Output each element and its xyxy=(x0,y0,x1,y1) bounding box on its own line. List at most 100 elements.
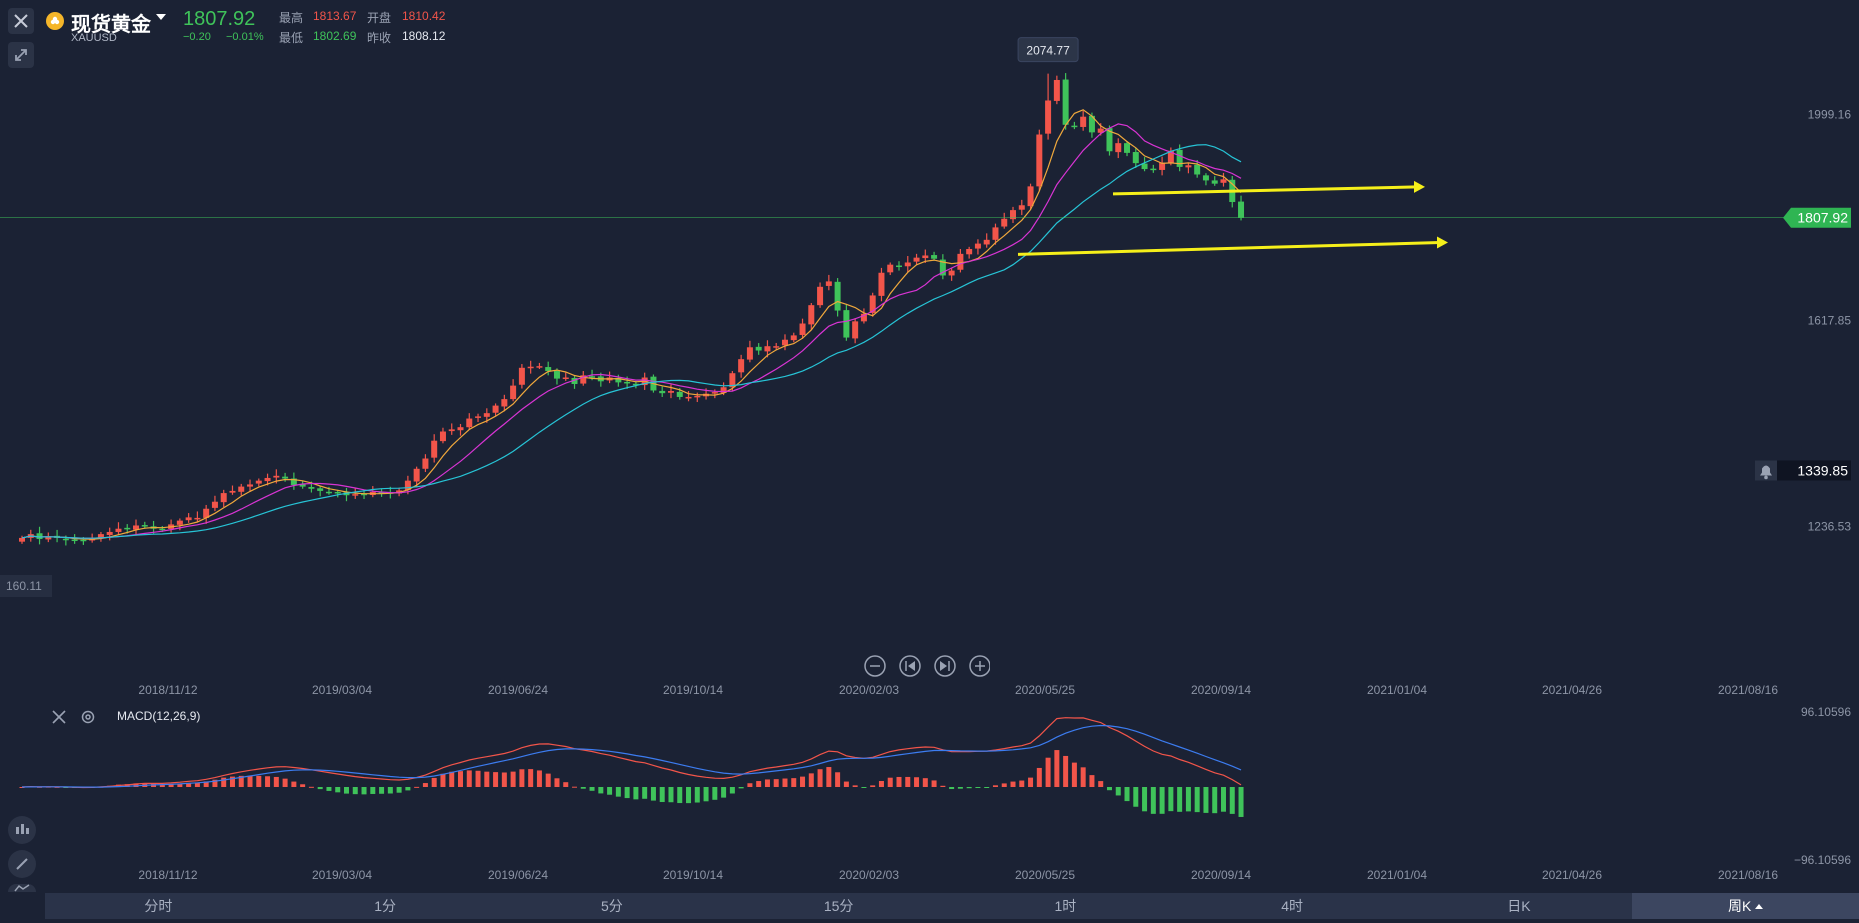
macd-bar xyxy=(572,786,578,788)
period-tab[interactable]: 日K xyxy=(1507,898,1531,914)
price-change: −0.20 xyxy=(183,31,211,43)
candle xyxy=(1238,195,1245,221)
close-icon xyxy=(14,14,28,28)
macd-bar xyxy=(721,787,727,798)
macd-bar xyxy=(1150,787,1156,814)
last-price: 1807.92 xyxy=(183,8,256,30)
indicator-tool-button[interactable] xyxy=(8,884,36,892)
macd-bar xyxy=(387,787,393,794)
gear-icon[interactable] xyxy=(80,709,96,725)
close-button[interactable] xyxy=(8,8,34,34)
instrument-name[interactable]: 现货黄金 xyxy=(71,14,151,36)
candle xyxy=(141,521,148,529)
candle xyxy=(992,223,999,245)
macd-bar xyxy=(835,772,841,787)
candles-tool-button[interactable] xyxy=(8,816,36,844)
jump-last-button[interactable] xyxy=(934,655,956,677)
open-label: 开盘 xyxy=(367,11,392,25)
jump-first-button[interactable] xyxy=(899,655,921,677)
bell-icon[interactable] xyxy=(1760,465,1772,480)
price-alert[interactable]: 1339.85 xyxy=(1755,460,1851,481)
candle xyxy=(501,394,508,412)
macd-bar xyxy=(966,787,972,789)
close-indicator-icon[interactable] xyxy=(51,709,67,725)
candle xyxy=(536,362,543,369)
candlestick-chart[interactable]: 2074.77 1999.16 1617.85 1236.53 1807.92 1339.… xyxy=(0,0,1859,893)
period-tab[interactable]: 1时 xyxy=(1054,898,1077,914)
candle xyxy=(97,531,104,542)
period-tab[interactable]: 周K xyxy=(1632,893,1859,919)
macd-bar xyxy=(1185,787,1191,812)
trendline[interactable] xyxy=(1017,236,1448,256)
macd-bar xyxy=(773,779,779,787)
macd-title: MACD(12,26,9) xyxy=(117,709,201,723)
candle xyxy=(843,304,850,341)
instrument-symbol: XAUUSD xyxy=(71,32,117,44)
trendline[interactable] xyxy=(1112,180,1425,196)
expand-icon xyxy=(15,49,27,61)
macd-bar xyxy=(650,787,656,801)
macd-bar xyxy=(510,771,516,787)
macd-bar xyxy=(484,771,490,787)
expand-button[interactable] xyxy=(8,42,34,68)
date-axis-label: 2019/03/04 xyxy=(312,868,372,882)
macd-bar xyxy=(878,781,884,787)
macd-bar xyxy=(1028,777,1034,787)
period-tab[interactable]: 5分 xyxy=(600,898,623,914)
max-price-label: 2074.77 xyxy=(1026,44,1070,58)
chevron-down-icon[interactable] xyxy=(156,14,166,20)
macd-bar xyxy=(1212,787,1218,814)
period-tab[interactable]: 分时 xyxy=(144,898,173,914)
trendline-layer xyxy=(1017,180,1448,256)
low-value: 1802.69 xyxy=(313,29,357,43)
date-axis-label: 2021/04/26 xyxy=(1542,683,1602,697)
macd-bar xyxy=(186,782,192,787)
candle xyxy=(220,489,227,508)
macd-bar xyxy=(159,784,165,787)
ma20-line xyxy=(21,144,1242,539)
candle xyxy=(361,489,368,500)
candle xyxy=(685,391,692,402)
macd-bar xyxy=(282,778,288,787)
macd-bar xyxy=(782,778,788,787)
candle xyxy=(939,254,946,280)
macd-bar xyxy=(1045,757,1051,787)
macd-bar xyxy=(554,778,560,787)
candle xyxy=(1211,176,1218,186)
candle xyxy=(203,504,210,524)
draw-tool-button[interactable] xyxy=(8,850,36,878)
macd-bar xyxy=(756,781,762,787)
candle xyxy=(229,485,236,495)
axis-layer: 2074.77 1999.16 1617.85 1236.53 1807.92 1339.… xyxy=(0,37,1851,882)
candle xyxy=(466,413,473,430)
candle xyxy=(492,403,499,416)
candle xyxy=(255,478,262,487)
zoom-in-button[interactable] xyxy=(969,655,990,677)
macd-bar xyxy=(940,785,946,787)
candle xyxy=(746,340,753,363)
zoom-out-button[interactable] xyxy=(864,655,886,677)
macd-bar xyxy=(1098,781,1104,787)
macd-bar xyxy=(414,786,420,788)
macd-bar xyxy=(1115,787,1121,796)
candle xyxy=(106,527,113,541)
candle xyxy=(115,522,122,535)
macd-bar xyxy=(326,787,332,791)
date-axis-label: 2019/06/24 xyxy=(488,868,548,882)
macd-bar xyxy=(747,783,753,787)
candle xyxy=(1001,212,1008,229)
candle xyxy=(1062,73,1069,130)
candle xyxy=(1036,129,1043,191)
period-tab[interactable]: 4时 xyxy=(1281,898,1304,914)
ma5-line xyxy=(21,109,1242,540)
macd-bar xyxy=(1133,787,1139,807)
candle xyxy=(247,479,254,492)
period-tab[interactable]: 1分 xyxy=(374,898,397,914)
macd-bar xyxy=(361,787,367,795)
candle xyxy=(904,256,911,273)
macd-bar xyxy=(1168,787,1174,812)
candle xyxy=(931,251,938,261)
period-tab[interactable]: 15分 xyxy=(823,898,854,914)
macd-bar xyxy=(861,787,867,788)
